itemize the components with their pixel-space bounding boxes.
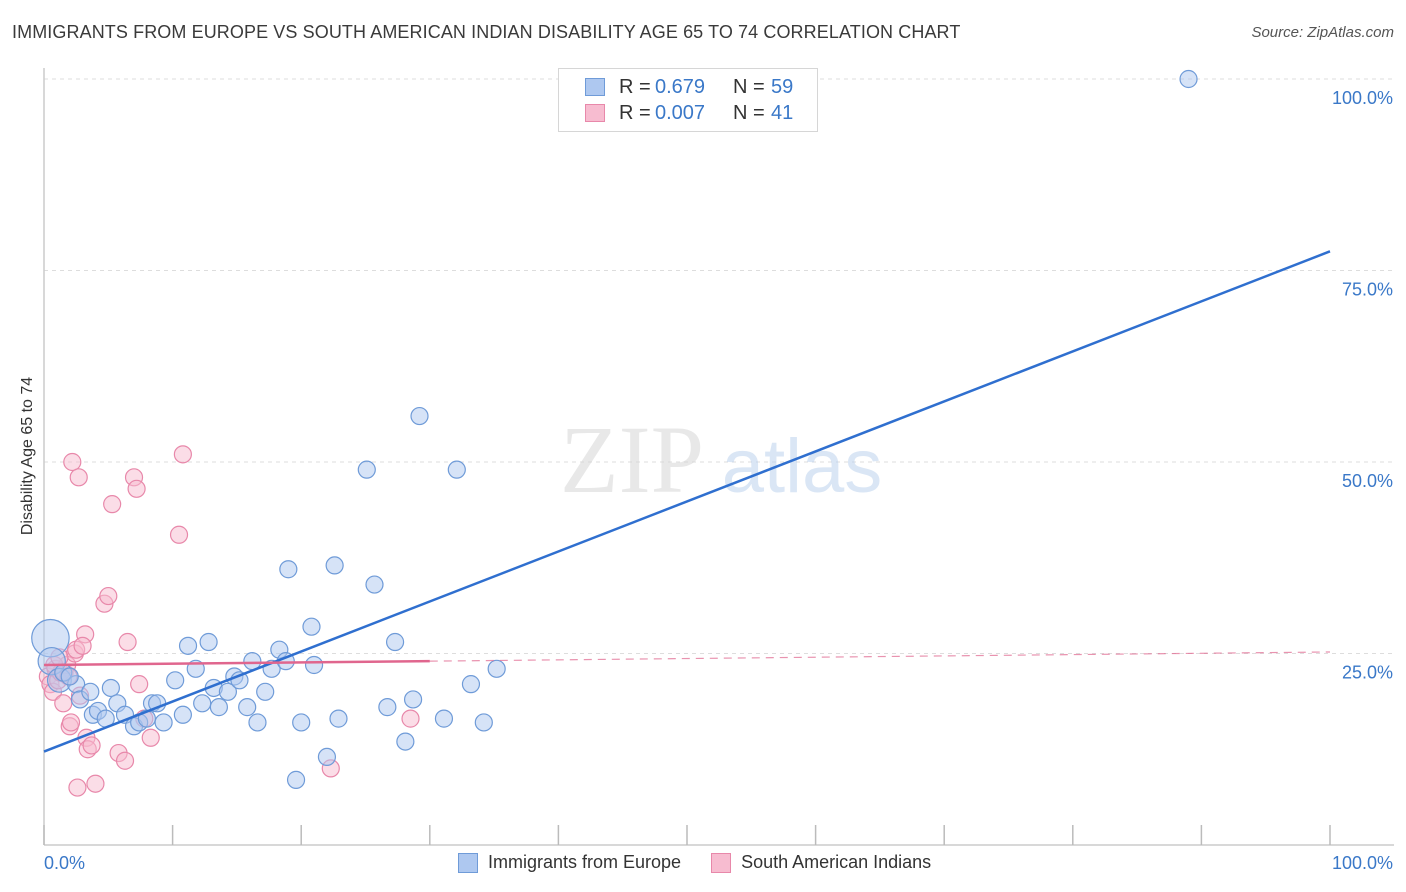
x-tick-label-max: 100.0% [1332, 853, 1393, 873]
data-point [401, 709, 420, 728]
legend: R = 0.679 N = 59 R = 0.007 N = 41 [558, 68, 818, 132]
y-tick-label: 50.0% [1342, 471, 1393, 491]
y-axis-title: Disability Age 65 to 74 [19, 376, 36, 536]
data-point [434, 709, 454, 728]
y-tick-label: 100.0% [1332, 88, 1393, 108]
data-point [410, 406, 429, 426]
y-tick-label: 75.0% [1342, 280, 1393, 300]
legend-n-value-indians: 41 [771, 101, 794, 124]
data-point [279, 560, 298, 579]
trend-lines [43, 250, 1331, 753]
data-point [103, 495, 122, 514]
data-point [141, 728, 160, 747]
y-tick-label: 25.0% [1342, 663, 1393, 683]
bottom-legend-label-europe: Immigrants from Europe [488, 852, 682, 872]
series-south-american-indians-points [38, 445, 420, 797]
data-point [166, 671, 185, 690]
data-point [169, 525, 189, 544]
data-point [115, 751, 135, 770]
legend-n-label: N = [733, 101, 765, 124]
data-point [69, 468, 88, 487]
data-point [193, 694, 212, 713]
data-point [403, 690, 423, 709]
bottom-legend-item-europe[interactable]: Immigrants from Europe [458, 852, 681, 873]
data-point [130, 675, 149, 694]
trend-line-europe [43, 250, 1331, 753]
bottom-legend-item-indians[interactable]: South American Indians [711, 852, 931, 873]
data-point [487, 659, 506, 678]
data-point [61, 713, 81, 732]
axes [43, 68, 1394, 846]
legend-row-indians: R = 0.007 N = 41 [585, 101, 793, 125]
data-point [173, 705, 192, 724]
legend-r-value-indians: 0.007 [655, 101, 706, 124]
data-point [329, 709, 348, 728]
data-point [60, 667, 79, 686]
data-point [256, 682, 275, 701]
legend-r-value-europe: 0.679 [655, 75, 706, 98]
data-point [385, 632, 405, 652]
chart-title: IMMIGRANTS FROM EUROPE VS SOUTH AMERICAN… [12, 22, 961, 42]
data-point [86, 774, 105, 793]
data-point [302, 617, 321, 636]
legend-swatch-blue [585, 78, 605, 96]
bottom-legend: Immigrants from Europe South American In… [458, 852, 961, 873]
data-point [82, 736, 101, 755]
legend-n-label: N = [733, 75, 765, 98]
data-point [73, 636, 92, 655]
x-tick-label-min: 0.0% [44, 853, 85, 873]
data-point [199, 632, 218, 652]
data-point [447, 460, 466, 479]
data-point [101, 678, 120, 698]
data-point [127, 479, 146, 498]
watermark: ZIP atlas [560, 406, 882, 513]
data-point [357, 460, 376, 479]
data-point [81, 682, 100, 701]
data-point [325, 556, 344, 575]
source-label: Source: ZipAtlas.com [1251, 24, 1394, 41]
data-point [68, 778, 87, 797]
data-point [286, 770, 306, 789]
data-point [54, 694, 73, 713]
tick-labels: 25.0% 50.0% 75.0% 100.0% 0.0% 100.0% [44, 88, 1393, 873]
data-point [238, 698, 257, 717]
data-point [173, 445, 192, 464]
trend-line-indians-extension [429, 651, 1331, 662]
data-point [1179, 69, 1198, 89]
data-point [209, 698, 228, 717]
data-point [396, 732, 415, 751]
data-point [154, 713, 173, 732]
data-point [118, 632, 137, 652]
data-point [63, 452, 82, 472]
data-point [317, 747, 337, 767]
grid-lines [44, 78, 1394, 654]
legend-n-value-europe: 59 [771, 75, 794, 98]
data-point [248, 713, 267, 732]
data-point [178, 636, 198, 655]
trend-line-indians [43, 659, 430, 667]
legend-r-label: R = [619, 75, 651, 98]
data-point [292, 713, 311, 732]
data-point [365, 575, 384, 594]
data-point [474, 713, 493, 732]
data-point [99, 586, 118, 606]
bottom-legend-swatch-blue [458, 852, 478, 873]
bottom-legend-label-indians: South American Indians [741, 852, 932, 872]
watermark-zip: ZIP [560, 406, 704, 513]
legend-swatch-pink [585, 104, 605, 122]
data-point [378, 698, 397, 717]
legend-row-europe: R = 0.679 N = 59 [585, 75, 793, 99]
data-point [218, 682, 237, 701]
watermark-atlas: atlas [722, 424, 883, 509]
bottom-legend-swatch-pink [711, 852, 732, 873]
series-immigrants-from-europe-points [31, 69, 1198, 789]
legend-r-label: R = [619, 101, 651, 124]
data-point [461, 675, 481, 694]
data-point [304, 655, 324, 675]
